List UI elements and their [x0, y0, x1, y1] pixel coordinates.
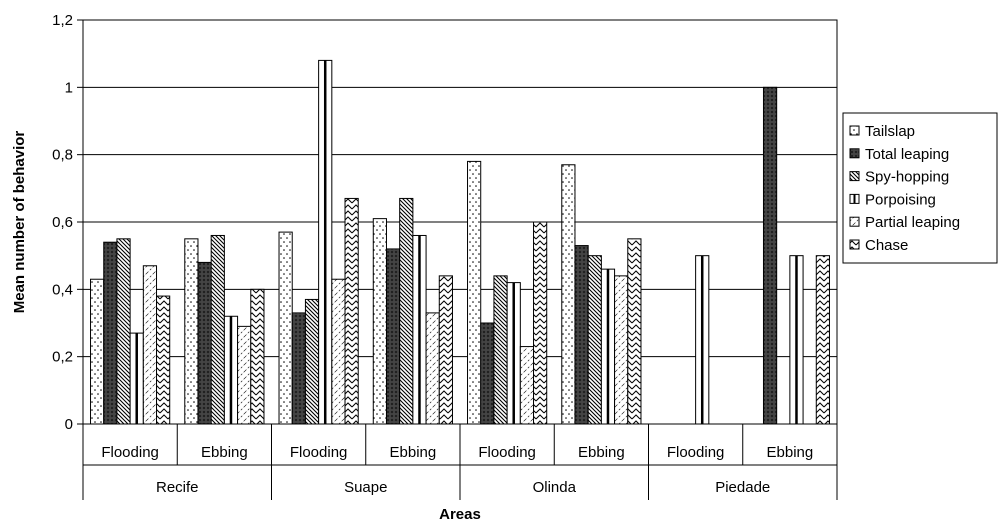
y-axis-title: Mean number of behavior — [11, 131, 28, 314]
bar-chase — [627, 238, 642, 425]
bar-total-leaping — [291, 312, 306, 425]
x-tide-label: Ebbing — [578, 444, 625, 461]
legend-label: Tailslap — [865, 123, 915, 140]
bar-chase — [438, 275, 453, 425]
bar-chase — [533, 221, 548, 425]
x-area-label: Olinda — [533, 479, 577, 496]
bar-partial-leaping — [237, 325, 252, 425]
bar-chase — [344, 197, 359, 425]
bar-chase — [156, 295, 171, 425]
bar-total-leaping — [103, 241, 118, 425]
legend-swatch — [849, 171, 860, 182]
legend-swatch — [849, 216, 860, 227]
legend-swatch — [849, 148, 860, 159]
x-area-label: Recife — [156, 479, 199, 496]
bar-chase — [815, 255, 830, 425]
bar-total-leaping — [480, 322, 495, 425]
bar-partial-leaping — [142, 265, 158, 425]
bar-spy-hopping — [399, 197, 414, 425]
bar-tailslap — [184, 238, 199, 425]
bar-tailslap — [372, 218, 387, 425]
bar-tailslap — [561, 164, 576, 425]
x-axis-title: Areas — [439, 506, 481, 523]
y-tick-label: 1,2 — [52, 12, 73, 29]
bar-spy-hopping — [304, 298, 320, 425]
legend-swatch — [849, 239, 860, 250]
bar-tailslap — [467, 160, 482, 425]
bar-tailslap — [90, 278, 105, 425]
bar-total-leaping — [197, 261, 212, 425]
x-tide-label: Ebbing — [201, 444, 248, 461]
x-area-label: Piedade — [715, 479, 770, 496]
y-tick-label: 0,2 — [52, 349, 73, 366]
bar-partial-leaping — [519, 346, 535, 425]
bar-spy-hopping — [116, 238, 131, 425]
x-tide-label: Ebbing — [767, 444, 814, 461]
bar-chase — [250, 288, 265, 425]
x-tide-label: Flooding — [290, 444, 348, 461]
legend-swatch — [849, 125, 860, 136]
bar-total-leaping — [385, 248, 401, 425]
legend-label: Partial leaping — [865, 214, 960, 231]
x-tide-label: Flooding — [478, 444, 536, 461]
bar-partial-leaping — [614, 275, 629, 425]
y-tick-label: 0,6 — [52, 214, 73, 231]
bar-spy-hopping — [210, 234, 225, 425]
bar-tailslap — [278, 231, 293, 425]
y-tick-label: 0,8 — [52, 147, 73, 164]
bar-spy-hopping — [493, 275, 508, 425]
x-tide-label: Flooding — [101, 444, 159, 461]
legend-label: Spy-hopping — [865, 169, 949, 186]
legend-label: Chase — [865, 237, 908, 254]
x-area-label: Suape — [344, 479, 387, 496]
bar-total-leaping — [574, 245, 589, 425]
x-tide-label: Flooding — [667, 444, 725, 461]
bar-total-leaping — [762, 86, 778, 425]
bar-partial-leaping — [425, 312, 440, 425]
y-tick-label: 1 — [65, 79, 73, 96]
legend-box — [842, 112, 998, 264]
y-tick-label: 0 — [65, 416, 73, 433]
x-tide-label: Ebbing — [390, 444, 437, 461]
bar-spy-hopping — [587, 255, 602, 425]
y-tick-label: 0,4 — [52, 281, 73, 298]
legend-label: Total leaping — [865, 146, 949, 163]
bar-partial-leaping — [331, 278, 346, 425]
legend-label: Porpoising — [865, 191, 936, 208]
